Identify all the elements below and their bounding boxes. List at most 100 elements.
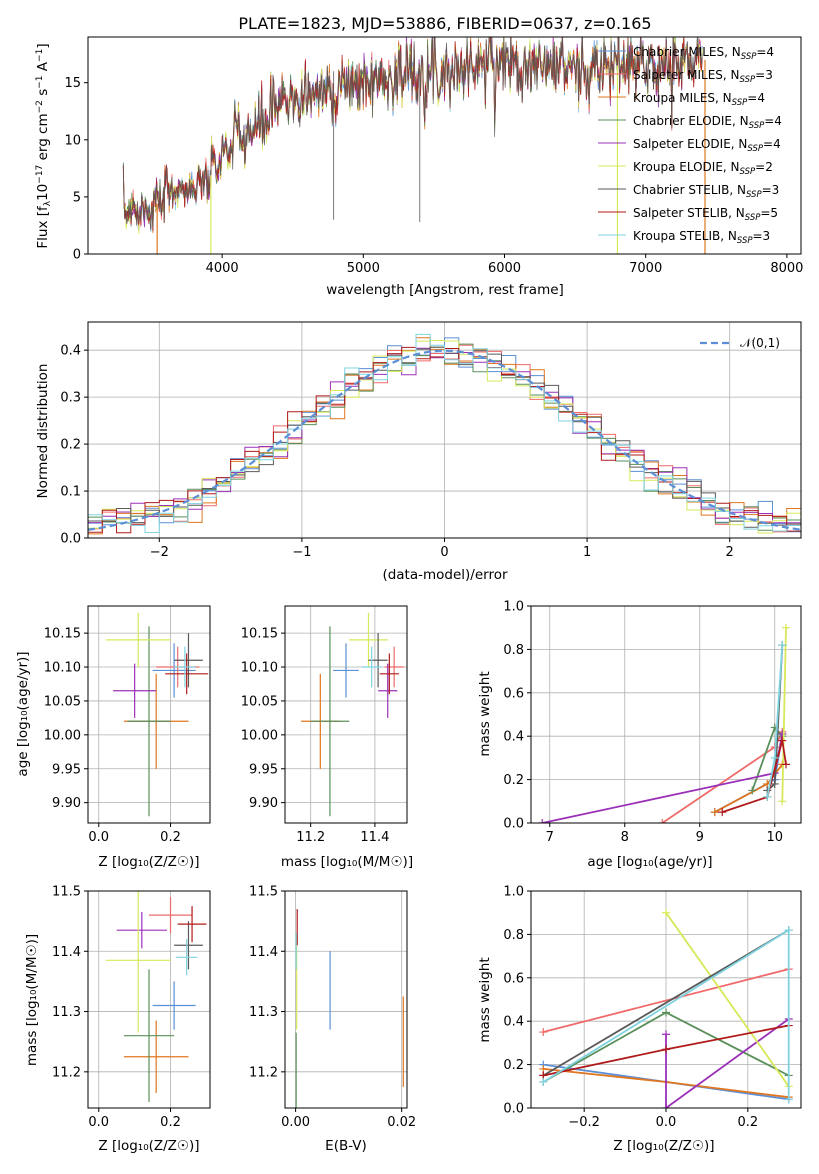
axes-frame: [284, 605, 408, 824]
weight-marker: [770, 753, 779, 762]
weight-line-kroupa-elodie: [781, 627, 787, 802]
x-tick-label: 11.4: [360, 830, 389, 845]
y-tick-label: 0.3: [60, 391, 81, 406]
x-tick-label: 4000: [206, 261, 239, 276]
x-tick-label: 11.2: [296, 830, 325, 845]
residuals-ylabel: Normed distribution: [35, 364, 51, 499]
weight-marker: [662, 908, 670, 917]
x-tick-label: 0.0: [88, 1115, 109, 1130]
mass-vs-ebv-plot: 0.00 0.02 11.2 11.3 11.4 11.5: [249, 885, 416, 1131]
weight-marker: [718, 808, 727, 817]
weight-line-chabrier-stelib: [542, 929, 790, 1077]
y-tick-label: 9.95: [249, 762, 278, 777]
y-tick-label: 10.15: [241, 627, 278, 642]
legend-entry: Salpeter MILES, NSSP=3: [633, 68, 773, 85]
axes-frame: [87, 36, 802, 255]
plot-area: [122, 37, 706, 254]
y-tick-label: 11.3: [249, 1005, 278, 1020]
weight-marker: [658, 819, 667, 823]
x-tick-label: 7000: [629, 261, 662, 276]
y-tick-label: 9.90: [52, 796, 81, 811]
plot-area: [88, 333, 801, 537]
weight-marker: [770, 779, 779, 788]
mass-weight-vs-metallicity-plot: −0.2 0.0 0.2 0.0 0.2 0.4 0.6 0.8 1.0: [503, 885, 802, 1130]
x-tick-label: 9: [696, 830, 704, 845]
y-tick-label: 10.10: [44, 661, 81, 676]
weight-marker: [782, 623, 790, 632]
y-tick-label: 0.2: [503, 773, 524, 788]
y-tick-label: 0.4: [60, 344, 81, 359]
axes-frame: [87, 890, 211, 1109]
weight-line-salpeter-elodie: [665, 1018, 790, 1108]
x-tick-label: 0.02: [387, 1115, 416, 1130]
weight-marker: [778, 641, 787, 650]
weight-line-kroupa-elodie: [665, 912, 790, 1087]
legend-entry: Kroupa STELIB, NSSP=3: [633, 229, 770, 246]
plot-area: [295, 909, 404, 1108]
mass-EBV-xlabel: E(B-V): [325, 1138, 367, 1154]
age-Z-ylabel: age [log₁₀(age/yr)]: [15, 651, 31, 776]
y-tick-label: 11.3: [52, 1005, 81, 1020]
plot-area: [105, 612, 209, 817]
weight-marker: [784, 926, 793, 935]
y-tick-label: 15: [64, 76, 81, 91]
weight-marker: [763, 792, 772, 801]
y-tick-label: 5: [73, 190, 81, 205]
y-tick-label: 10: [64, 133, 81, 148]
x-tick-label: 10: [766, 830, 783, 845]
x-tick-label: 0.2: [160, 1115, 181, 1130]
weight-marker: [538, 819, 547, 823]
residual-histogram-kroupa-stelib: [88, 333, 801, 533]
y-tick-label: 10.15: [44, 627, 81, 642]
weight-marker: [662, 1045, 670, 1054]
y-tick-label: 0.2: [60, 438, 81, 453]
y-tick-label: 1.0: [503, 600, 524, 615]
y-tick-label: 11.5: [249, 885, 278, 900]
y-tick-label: 0.0: [503, 1102, 524, 1117]
weight-marker: [778, 797, 787, 806]
weight-marker: [662, 1104, 670, 1108]
weight-marker: [662, 1030, 670, 1039]
y-tick-label: 10.00: [241, 728, 278, 743]
weight-marker: [784, 1095, 793, 1104]
legend-entry: Chabrier ELODIE, NSSP=4: [633, 114, 782, 131]
weight-Z-ylabel: mass weight: [477, 957, 493, 1042]
weight-marker: [748, 786, 757, 795]
y-tick-label: 9.95: [52, 762, 81, 777]
weight-line-salpeter-elodie: [542, 733, 784, 823]
x-tick-label: −0.2: [568, 1115, 600, 1130]
x-tick-label: 0.00: [281, 1115, 310, 1130]
y-tick-label: 11.4: [249, 945, 278, 960]
y-tick-label: 0: [73, 248, 81, 263]
residuals-xlabel: (data-model)/error: [382, 567, 508, 583]
weight-marker: [778, 736, 787, 745]
y-tick-label: 10.05: [44, 694, 81, 709]
spectrum-legend: Chabrier MILES, NSSP=4 Salpeter MILES, NS…: [598, 45, 782, 246]
y-tick-label: 0.4: [503, 730, 524, 745]
y-tick-label: 0.2: [503, 1058, 524, 1073]
spectrum-ylabel: Flux [fλ10−17 erg cm−2 s−1 A−1]: [35, 43, 53, 248]
y-tick-label: 10.05: [241, 694, 278, 709]
age-Z-xlabel: Z [log₁₀(Z/Z☉)]: [98, 854, 199, 870]
legend-entry: Chabrier STELIB, NSSP=3: [633, 183, 779, 200]
axes-frame: [530, 605, 802, 824]
axes-frame: [87, 321, 802, 539]
y-tick-label: 0.6: [503, 686, 524, 701]
spectrum-line-chabrier-miles: [122, 37, 703, 230]
residuals-histogram-plot: −2 −1 0 1 2 0.0 0.1 0.2 0.3 0.4: [60, 321, 802, 560]
legend-entry: Salpeter STELIB, NSSP=5: [633, 206, 778, 223]
y-tick-label: 0.8: [503, 643, 524, 658]
y-tick-label: 10.10: [241, 661, 278, 676]
x-tick-label: 0.0: [656, 1115, 677, 1130]
plot-area: [105, 891, 207, 1102]
y-tick-label: 0.0: [503, 817, 524, 832]
y-tick-label: 0.8: [503, 928, 524, 943]
axes-frame: [284, 890, 408, 1109]
axes-frame: [87, 605, 211, 824]
weight-marker: [710, 808, 719, 817]
age-mass-xlabel: mass [log₁₀(M/M☉)]: [281, 854, 413, 870]
spectrum-title: PLATE=1823, MJD=53886, FIBERID=0637, z=0…: [238, 14, 651, 33]
x-tick-label: 2: [726, 545, 734, 560]
legend-entry: Chabrier MILES, NSSP=4: [633, 45, 774, 62]
x-tick-label: 0.2: [737, 1115, 758, 1130]
